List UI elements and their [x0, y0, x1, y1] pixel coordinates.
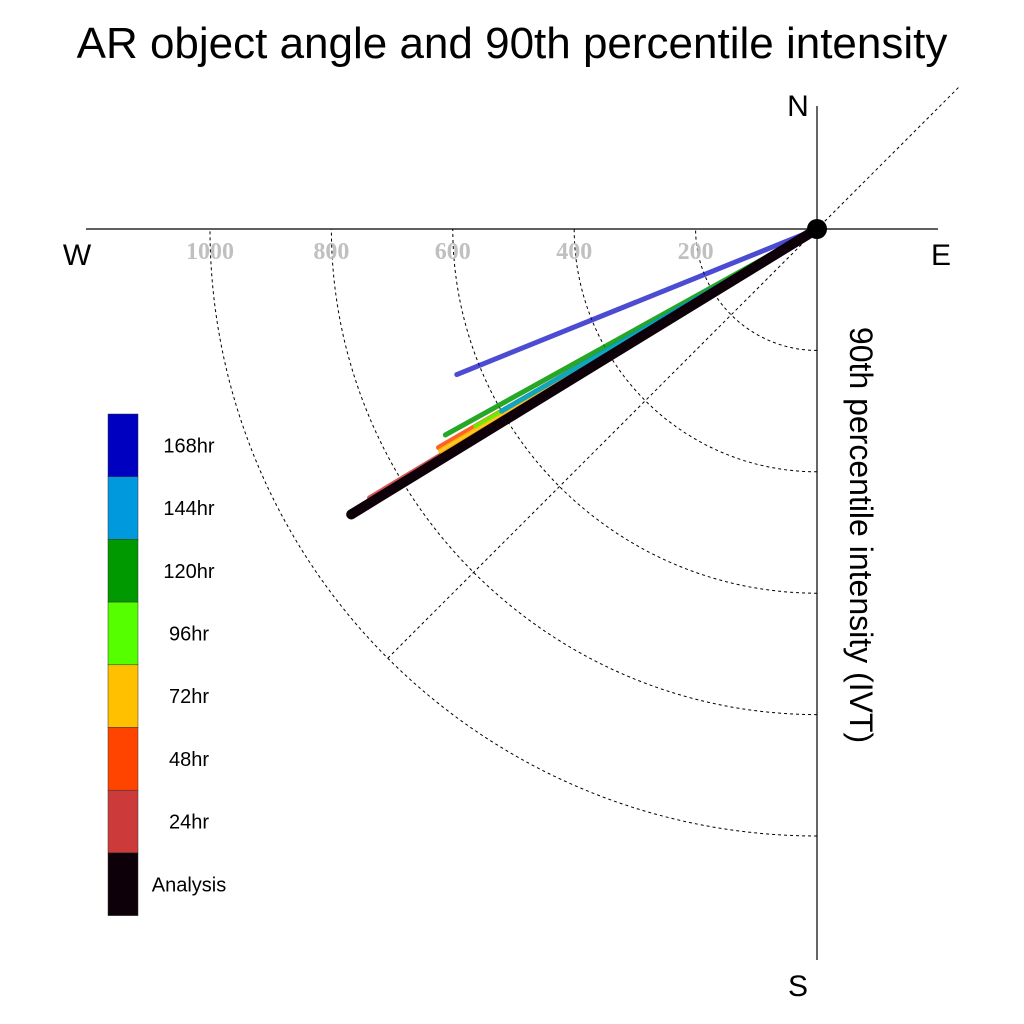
legend-swatch-120hr	[107, 539, 139, 603]
legend-swatch-analysis	[107, 852, 139, 916]
legend-label-168hr: 168hr	[163, 435, 214, 457]
radial-grid	[209, 87, 959, 837]
legend-swatch-72hr	[107, 664, 139, 728]
legend-swatch-144hr	[107, 476, 139, 540]
north-label: N	[787, 90, 809, 123]
legend-swatch-168hr	[107, 413, 139, 477]
tick-label-600: 600	[435, 239, 471, 265]
grid-arc-600	[452, 228, 818, 594]
legend-label-24hr: 24hr	[169, 812, 209, 834]
series-lines	[346, 224, 822, 520]
east-label: E	[931, 239, 951, 272]
grid-arc-200	[695, 228, 818, 351]
legend-label-72hr: 72hr	[169, 686, 209, 708]
legend-swatch-24hr	[107, 789, 139, 854]
legend-label-120hr: 120hr	[163, 561, 214, 583]
south-label: S	[788, 970, 808, 1003]
series-line-168hr	[454, 226, 820, 378]
legend-swatch-48hr	[107, 727, 139, 791]
origin-dot	[807, 219, 827, 239]
legend: 168hr 144hr 120hr 96hr 72hr 48hr 24hr Analysis	[107, 413, 226, 916]
legend-label-analysis: Analysis	[152, 874, 226, 896]
tick-label-400: 400	[556, 239, 592, 265]
grid-arc-400	[573, 228, 818, 473]
grid-diagonal	[387, 87, 959, 659]
legend-label-96hr: 96hr	[169, 623, 209, 645]
tick-label-200: 200	[678, 239, 714, 265]
legend-label-144hr: 144hr	[163, 498, 214, 520]
west-label: W	[63, 239, 92, 272]
radial-axis-title: 90th percentile intensity (IVT)	[843, 327, 879, 743]
grid-arc-800	[330, 228, 818, 716]
tick-label-1000: 1000	[186, 239, 234, 265]
legend-label-48hr: 48hr	[169, 749, 209, 771]
series-line-analysis	[346, 224, 822, 520]
chart-title: AR object angle and 90th percentile inte…	[77, 19, 948, 68]
radial-tick-labels: 200 400 600 800 1000	[186, 239, 714, 265]
tick-label-800: 800	[313, 239, 349, 265]
legend-swatch-96hr	[107, 601, 139, 666]
